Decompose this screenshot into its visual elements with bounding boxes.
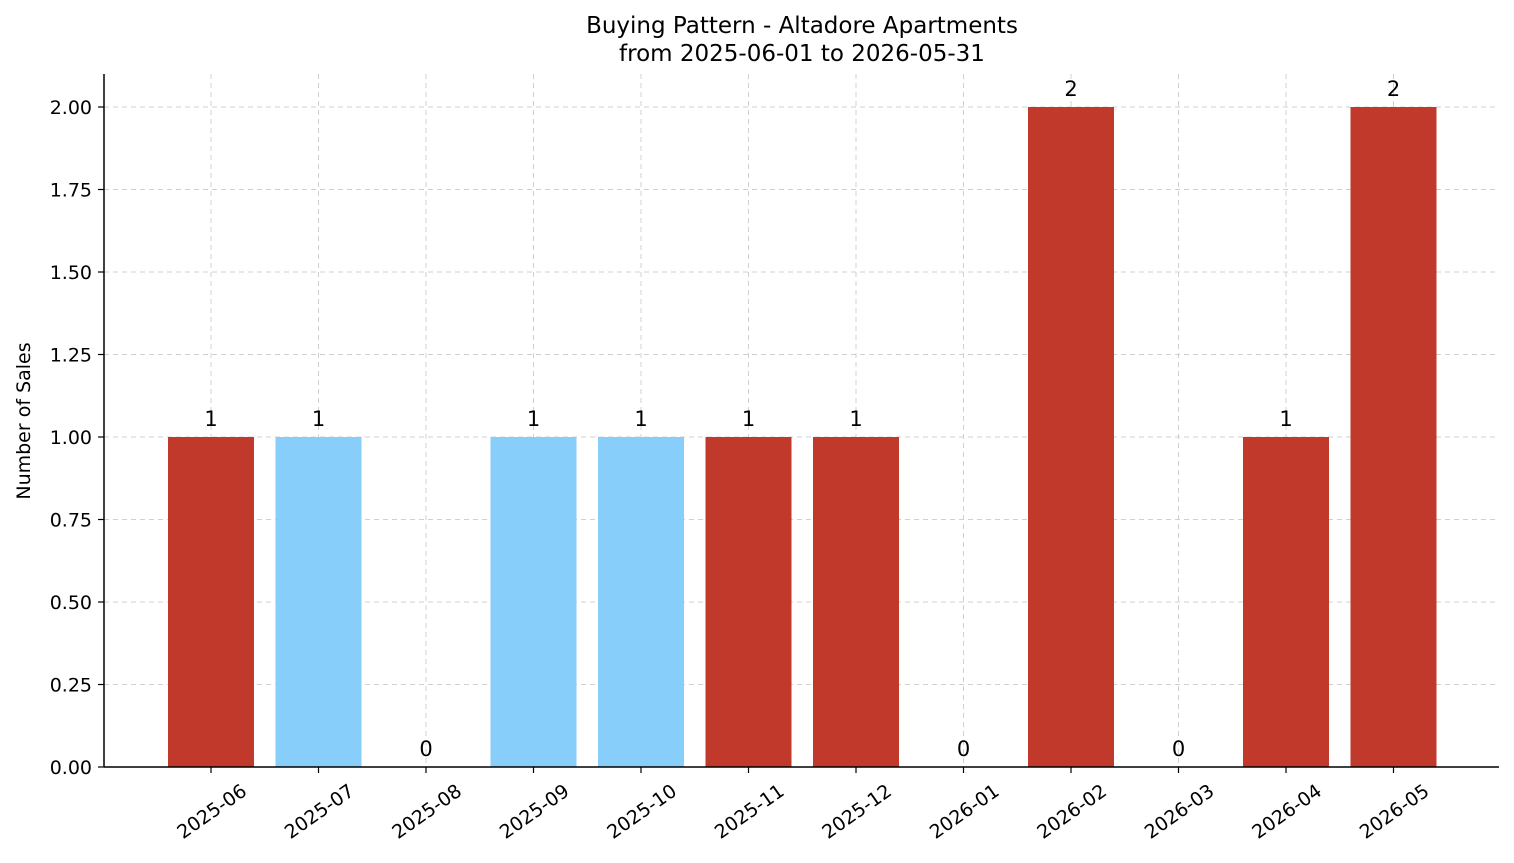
y-tick-label: 0.75 bbox=[50, 510, 92, 532]
bar-2025-12 bbox=[813, 437, 899, 767]
y-tick-label: 1.50 bbox=[50, 262, 92, 284]
y-tick-label: 0.00 bbox=[50, 757, 92, 779]
x-tick-label: 2025-10 bbox=[603, 780, 681, 844]
data-labels: 1 1 0 1 1 1 1 0 2 0 1 2 bbox=[204, 77, 1400, 761]
x-tick-label: 2025-07 bbox=[281, 780, 359, 844]
x-tick-label: 2025-09 bbox=[496, 780, 574, 844]
data-label: 0 bbox=[419, 737, 432, 761]
data-label: 1 bbox=[527, 407, 540, 431]
x-tick-label: 2025-08 bbox=[388, 780, 466, 844]
chart-subtitle: from 2025-06-01 to 2026-05-31 bbox=[619, 41, 985, 67]
x-tick-label: 2026-05 bbox=[1356, 780, 1434, 844]
y-tick-label: 0.25 bbox=[50, 675, 92, 697]
y-tick-label: 1.25 bbox=[50, 345, 92, 367]
x-tick-label: 2026-02 bbox=[1033, 780, 1111, 844]
data-label: 2 bbox=[1387, 77, 1400, 101]
bar-2025-07 bbox=[275, 437, 362, 767]
y-tick-label: 1.00 bbox=[50, 427, 92, 449]
chart-title: Buying Pattern - Altadore Apartments bbox=[586, 13, 1018, 39]
y-tick-label: 0.50 bbox=[50, 592, 92, 614]
y-axis-label: Number of Sales bbox=[13, 342, 35, 499]
x-tick-label: 2026-01 bbox=[926, 780, 1004, 844]
bar-2025-11 bbox=[705, 437, 792, 767]
data-label: 2 bbox=[1064, 77, 1077, 101]
bar-2026-04 bbox=[1243, 437, 1329, 767]
bars bbox=[168, 107, 1437, 767]
data-label: 1 bbox=[1279, 407, 1292, 431]
x-tick-label: 2026-04 bbox=[1248, 780, 1326, 844]
bar-2026-02 bbox=[1028, 107, 1114, 767]
x-tick-label: 2025-12 bbox=[818, 780, 896, 844]
x-tick-label: 2025-11 bbox=[711, 780, 789, 844]
data-label: 1 bbox=[204, 407, 217, 431]
data-label: 0 bbox=[1172, 737, 1185, 761]
data-label: 1 bbox=[742, 407, 755, 431]
data-label: 1 bbox=[312, 407, 325, 431]
x-tick-label: 2026-03 bbox=[1141, 780, 1219, 844]
x-tick-label: 2025-06 bbox=[173, 780, 251, 844]
bar-2025-10 bbox=[598, 437, 684, 767]
bar-2026-05 bbox=[1350, 107, 1437, 767]
y-tick-label: 1.75 bbox=[50, 180, 92, 202]
data-label: 1 bbox=[849, 407, 862, 431]
bar-2025-09 bbox=[490, 437, 577, 767]
data-label: 0 bbox=[957, 737, 970, 761]
bar-2025-06 bbox=[168, 437, 254, 767]
data-label: 1 bbox=[634, 407, 647, 431]
y-tick-label: 2.00 bbox=[50, 97, 92, 119]
